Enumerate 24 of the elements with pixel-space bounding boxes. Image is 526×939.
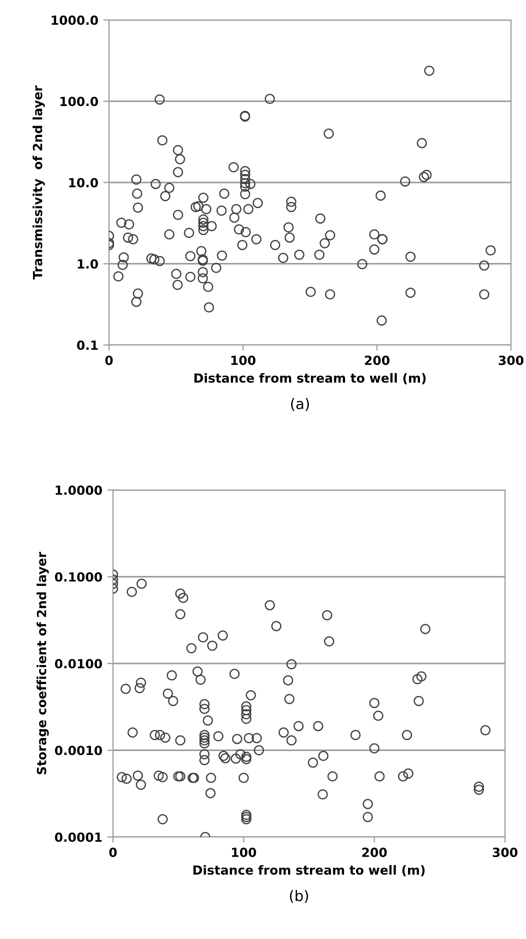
- y-tick-label: 0.1: [77, 340, 98, 350]
- x-tick-label: 300: [492, 848, 518, 858]
- x-tick-label: 300: [498, 356, 524, 366]
- x-tick-label: 200: [364, 356, 390, 366]
- y-tick-label: 0.0010: [54, 746, 102, 756]
- y-tick-label: 10.0: [69, 178, 98, 188]
- x-tick-label: 0: [109, 848, 117, 858]
- x-axis-title: Distance from stream to well (m): [193, 865, 425, 876]
- y-tick-label: 1.0: [78, 259, 98, 269]
- y-tick-label: 0.1000: [54, 572, 102, 582]
- y-tick-label: 0.0100: [54, 658, 102, 668]
- x-tick-label: 100: [232, 848, 256, 858]
- x-tick-label: 100: [231, 356, 256, 366]
- y-tick-label: 1000.0: [52, 15, 98, 25]
- x-tick-label: 0: [105, 356, 113, 366]
- y-axis-title: Transmissivity of 2nd layer: [32, 85, 45, 280]
- x-axis-title: Distance from stream to well (m): [194, 373, 426, 384]
- y-axis-title: Storage coefficient of 2nd layer: [36, 552, 49, 774]
- text: (a): [291, 398, 309, 411]
- y-tick-label: 100.0: [60, 96, 98, 106]
- y-tick-label: 1.0000: [56, 485, 102, 495]
- x-tick-label: 200: [362, 848, 387, 858]
- y-tick-label: 0.0001: [54, 832, 102, 842]
- text: (b): [290, 890, 308, 903]
